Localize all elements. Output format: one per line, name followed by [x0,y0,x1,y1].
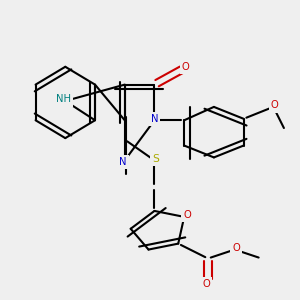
Text: O: O [202,279,210,289]
Text: O: O [183,210,191,220]
Text: N: N [119,157,127,167]
Text: N: N [151,114,158,124]
Text: O: O [182,62,190,72]
Text: NH: NH [56,94,71,104]
Text: S: S [152,154,159,164]
Text: O: O [271,100,279,110]
Text: O: O [232,243,240,253]
